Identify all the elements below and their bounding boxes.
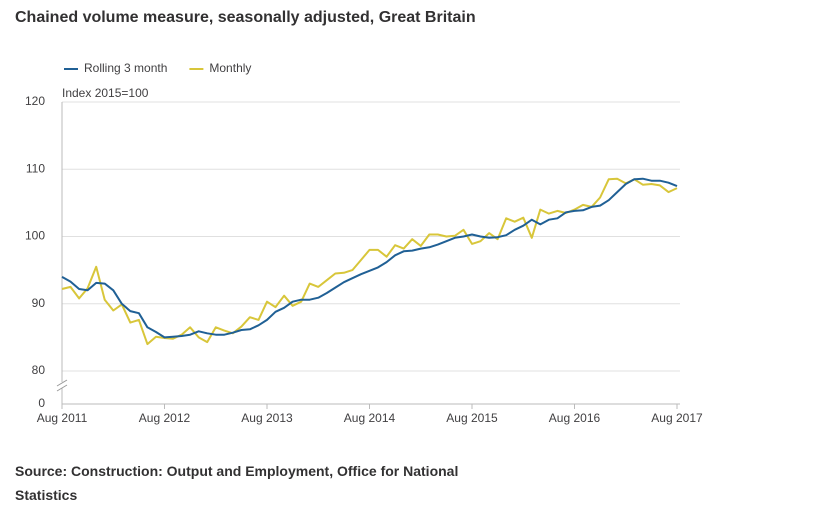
y-tick-label: 110: [26, 161, 45, 175]
x-tick-label: Aug 2012: [139, 411, 191, 425]
x-tick-label: Aug 2011: [37, 411, 88, 425]
series-line: [61, 177, 678, 346]
chart-title: Chained volume measure, seasonally adjus…: [15, 9, 476, 26]
y-tick-label: 90: [32, 296, 46, 310]
x-tick-label: Aug 2017: [651, 411, 703, 425]
axis-break: [56, 384, 68, 392]
y-tick-label: 120: [25, 94, 45, 108]
y-tick-label: 80: [32, 363, 46, 377]
source: Source: Construction: Output and Employm…: [15, 463, 459, 503]
series-line: [61, 177, 678, 339]
x-tick-label: Aug 2016: [549, 411, 601, 425]
legend-label: Rolling 3 month: [84, 61, 167, 75]
axis-break-gap: [56, 382, 68, 388]
y-tick-label: 100: [25, 229, 45, 243]
y-axis-label: Index 2015=100: [62, 86, 149, 100]
x-tick-label: Aug 2015: [446, 411, 498, 425]
y-tick-label: 0: [38, 396, 45, 410]
legend-label: Monthly: [209, 61, 251, 75]
x-tick-label: Aug 2014: [344, 411, 396, 425]
x-tick-label: Aug 2013: [241, 411, 293, 425]
axis-break: [56, 379, 68, 387]
